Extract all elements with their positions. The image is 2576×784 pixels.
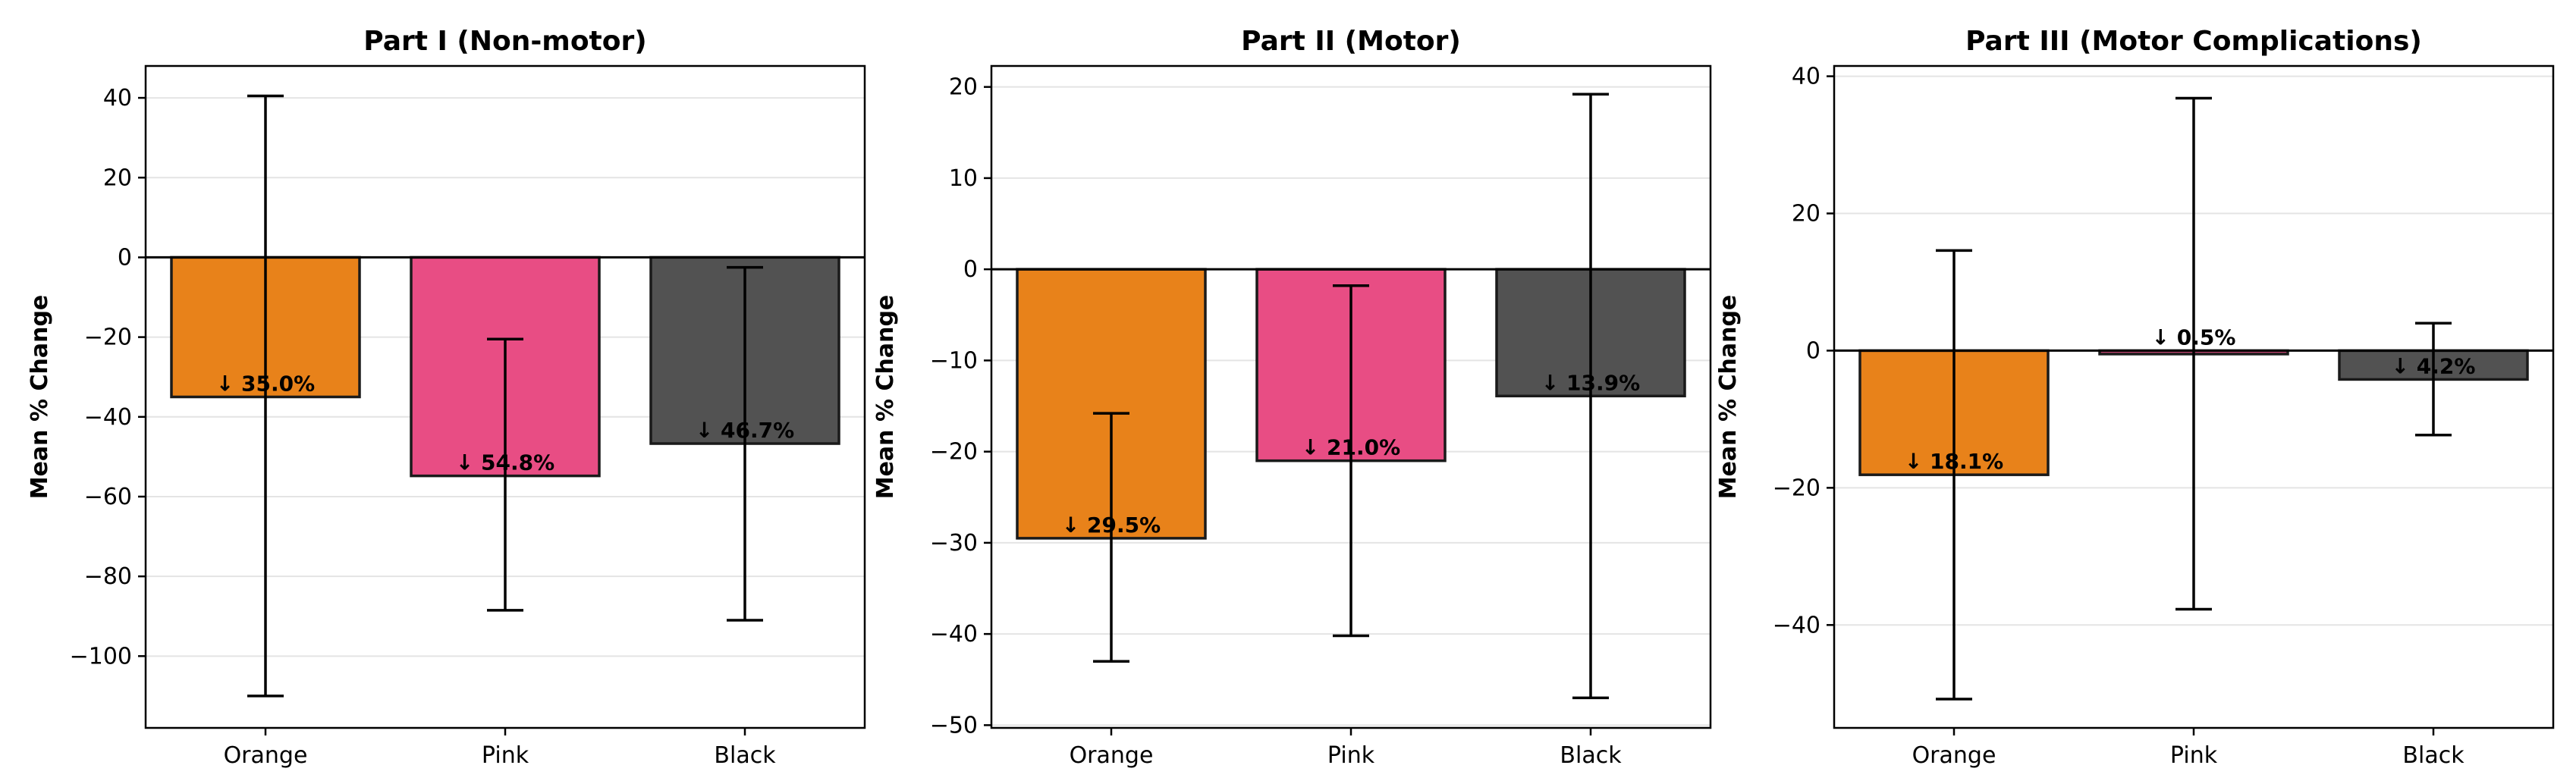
y-tick-label: 0 xyxy=(963,256,978,283)
bar-value-label: ↓ 54.8% xyxy=(456,450,554,475)
x-tick-label: Black xyxy=(714,742,776,769)
bar-value-label: ↓ 35.0% xyxy=(216,372,315,397)
error-bar-orange xyxy=(1093,412,1129,663)
error-bar-black xyxy=(1572,93,1609,700)
y-tick-label: −50 xyxy=(930,712,978,739)
chart-title: Part III (Motor Complications) xyxy=(1965,26,2422,57)
x-tick-label: Pink xyxy=(1327,742,1375,769)
error-bar-black xyxy=(727,265,763,622)
bar-value-label: ↓ 0.5% xyxy=(2152,325,2236,350)
y-axis-label: Mean % Change xyxy=(27,295,53,500)
y-tick-label: −80 xyxy=(84,563,132,590)
y-axis-label: Mean % Change xyxy=(872,295,899,500)
chart-title: Part II (Motor) xyxy=(1241,26,1461,57)
y-tick-label: −40 xyxy=(84,404,132,431)
x-tick-label: Pink xyxy=(482,742,529,769)
y-tick-label: 40 xyxy=(103,85,132,111)
x-tick-label: Orange xyxy=(1070,742,1154,769)
x-tick-label: Pink xyxy=(2170,742,2218,769)
y-tick-label: −20 xyxy=(84,325,132,351)
y-tick-label: 20 xyxy=(1792,201,1820,227)
x-tick-label: Orange xyxy=(224,742,308,769)
y-tick-label: 20 xyxy=(103,165,132,191)
error-bar-orange xyxy=(247,94,284,698)
y-tick-label: −20 xyxy=(1773,475,1820,501)
x-tick-label: Orange xyxy=(1912,742,1996,769)
error-bar-black xyxy=(2415,321,2452,437)
y-axis-label: Mean % Change xyxy=(1715,295,1742,500)
chart-panel-2: ↓ 29.5% ↓ 21.0% ↓ 13.9% 20 10 0 −10 −20 −30 −40 −5… xyxy=(872,26,1712,769)
chart-title: Part I (Non-motor) xyxy=(363,26,646,57)
y-tick-label: 10 xyxy=(949,165,978,192)
bar-value-label: ↓ 4.2% xyxy=(2392,353,2476,378)
y-tick-label: 0 xyxy=(118,244,132,271)
y-tick-label: −60 xyxy=(84,484,132,510)
y-tick-label: 40 xyxy=(1792,64,1820,90)
x-tick-label: Black xyxy=(1560,742,1622,769)
chart-panel-1: ↓ 35.0% ↓ 54.8% ↓ 46.7% 40 20 0 −20 −40 −60 −80 −1… xyxy=(27,26,866,769)
y-tick-label: −20 xyxy=(930,439,978,466)
y-tick-label: −100 xyxy=(70,643,132,670)
bar-value-label: ↓ 46.7% xyxy=(696,418,794,443)
bar-value-label: ↓ 21.0% xyxy=(1302,435,1400,460)
y-tick-label: 20 xyxy=(949,74,978,101)
y-tick-label: −30 xyxy=(930,530,978,557)
bar-value-label: ↓ 29.5% xyxy=(1062,513,1161,538)
error-bar-orange xyxy=(1936,249,1972,701)
chart-panel-3: ↓ 18.1% ↓ 0.5% ↓ 4.2% 40 20 0 −20 −40 Orange Pink… xyxy=(1715,26,2555,769)
x-tick-label: Black xyxy=(2402,742,2464,769)
y-tick-label: −40 xyxy=(1773,612,1820,638)
error-bar-pink xyxy=(1333,284,1369,638)
bar-value-label: ↓ 13.9% xyxy=(1541,370,1640,395)
error-bar-pink xyxy=(487,337,523,612)
bar-value-label: ↓ 18.1% xyxy=(1905,449,2003,474)
y-tick-label: −10 xyxy=(930,347,978,374)
error-bar-pink xyxy=(2175,96,2212,611)
y-tick-label: −40 xyxy=(930,621,978,648)
y-tick-label: 0 xyxy=(1806,337,1820,364)
